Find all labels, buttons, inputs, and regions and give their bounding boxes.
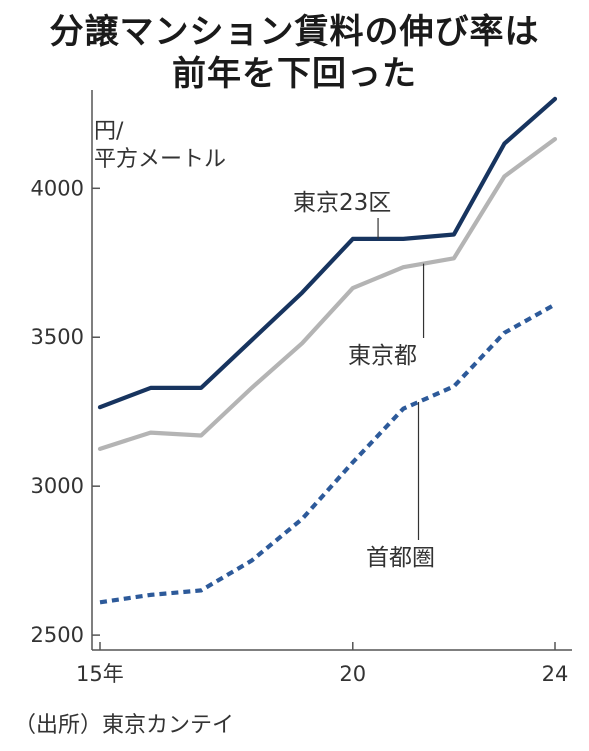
y-tick-label: 3500 (31, 325, 84, 349)
y-unit-label-line1: 円/ (94, 119, 124, 144)
x-tick-label: 20 (339, 662, 366, 686)
series-line-tokyo (97, 137, 558, 451)
series-lines (97, 96, 558, 605)
y-unit-label-line2: 平方メートル (94, 147, 226, 172)
x-tick-label: 15年 (76, 662, 124, 686)
chart-title-line2: 前年を下回った (172, 54, 417, 94)
y-tick-label: 4000 (31, 176, 84, 200)
series-line-shutoken (99, 302, 557, 605)
source-note: （出所）東京カンテイ (14, 713, 235, 738)
axes: 2500 3000 3500 4000 15年 20 24 (31, 90, 572, 686)
series-label-tokyo: 東京都 (348, 343, 417, 369)
y-tick-label: 3000 (31, 474, 84, 498)
x-tick-label: 24 (542, 662, 569, 686)
series-label-tokyo23: 東京23区 (293, 190, 391, 216)
y-tick-label: 2500 (31, 623, 84, 647)
series-label-shutoken: 首都圏 (366, 545, 435, 571)
chart-title-line1: 分譲マンション賃料の伸び率は (49, 12, 540, 52)
series-line-tokyo23 (97, 96, 558, 410)
